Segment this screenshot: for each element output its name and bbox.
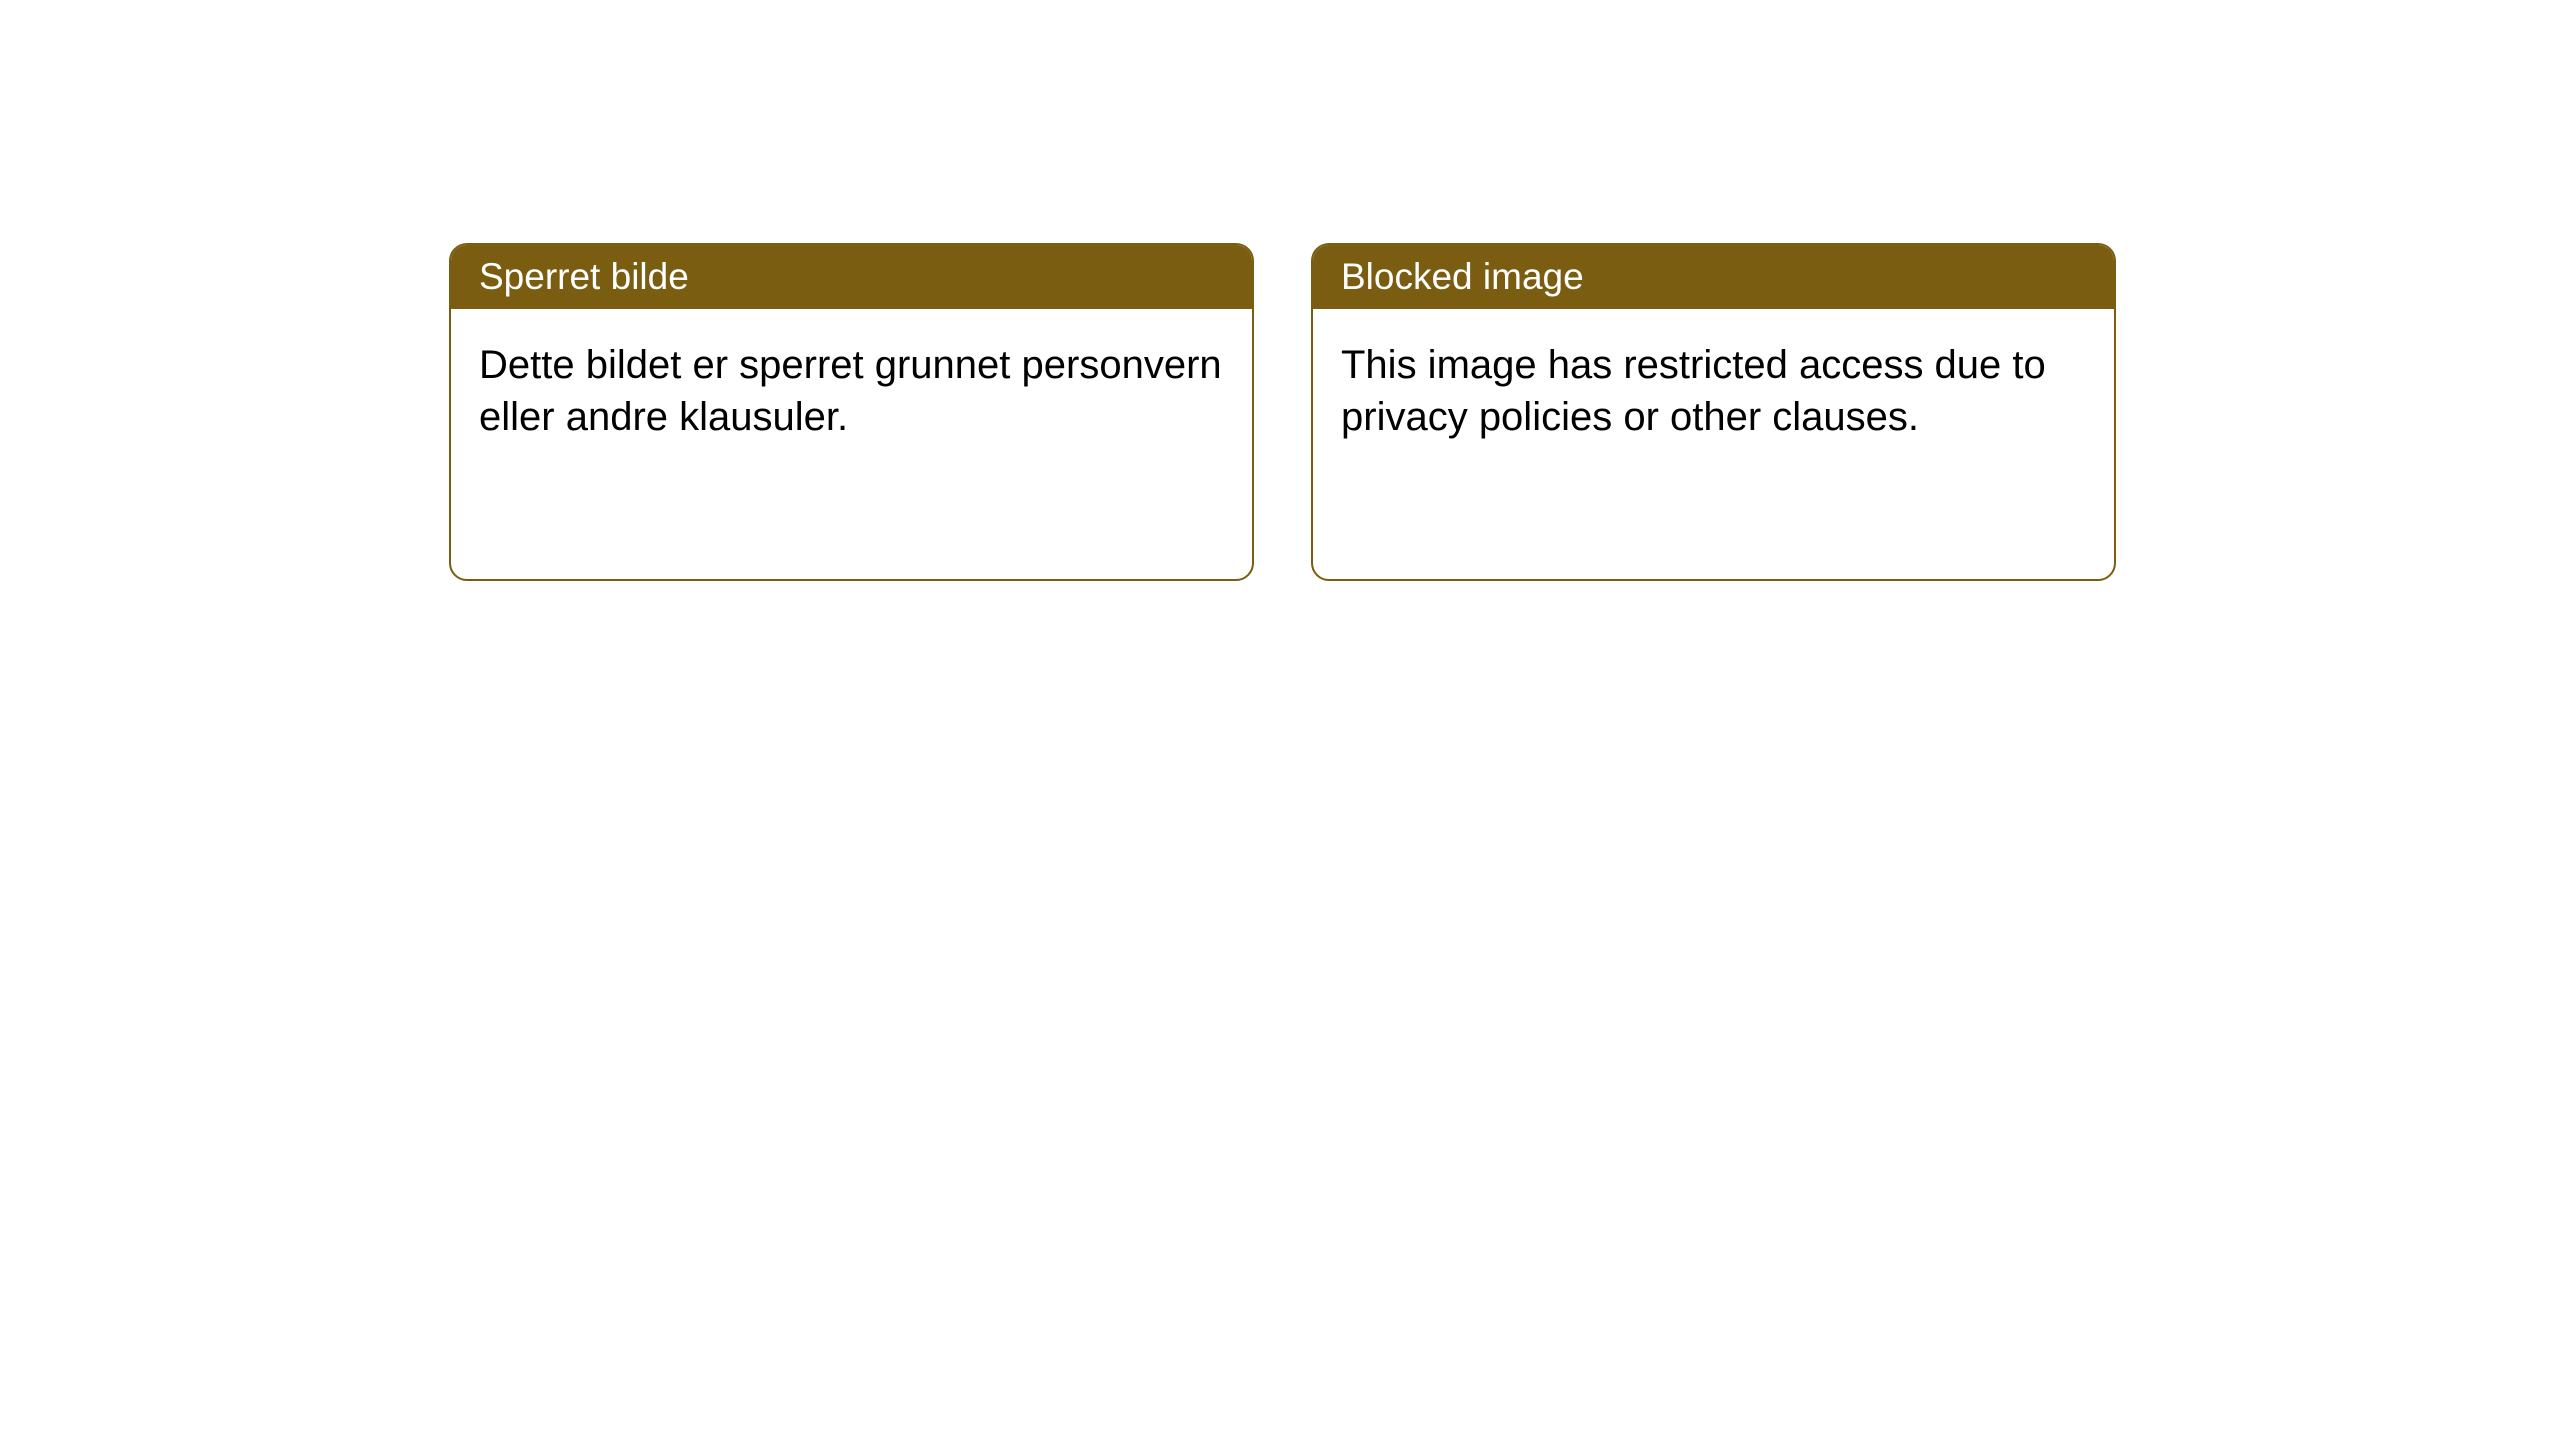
notice-body-english: This image has restricted access due to …	[1313, 309, 2114, 473]
notice-header-norwegian: Sperret bilde	[451, 245, 1252, 309]
notice-card-english: Blocked image This image has restricted …	[1311, 243, 2116, 581]
notice-container: Sperret bilde Dette bildet er sperret gr…	[449, 243, 2116, 581]
notice-header-english: Blocked image	[1313, 245, 2114, 309]
notice-card-norwegian: Sperret bilde Dette bildet er sperret gr…	[449, 243, 1254, 581]
notice-body-norwegian: Dette bildet er sperret grunnet personve…	[451, 309, 1252, 473]
notice-text: Dette bildet er sperret grunnet personve…	[479, 343, 1222, 439]
notice-text: This image has restricted access due to …	[1341, 343, 2046, 439]
notice-title: Sperret bilde	[479, 256, 689, 297]
notice-title: Blocked image	[1341, 256, 1584, 297]
